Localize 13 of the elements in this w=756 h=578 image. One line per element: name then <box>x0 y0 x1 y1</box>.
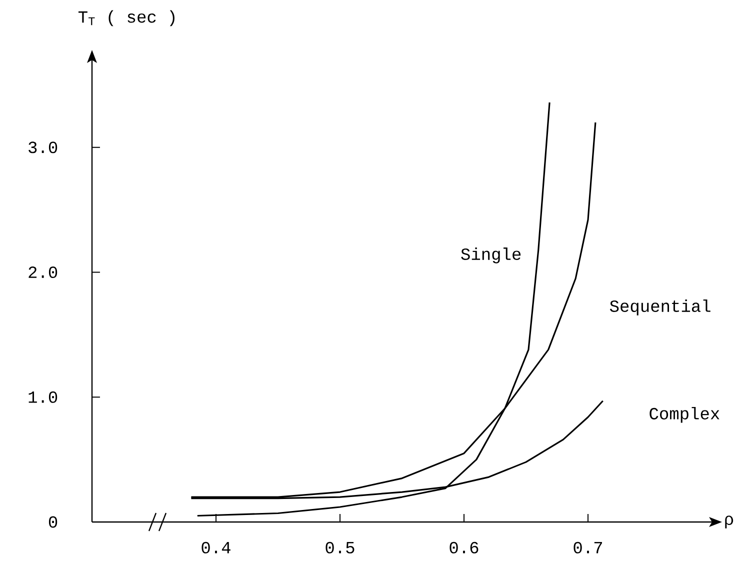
text: Complex <box>650 406 720 423</box>
y-tick-label: 0 <box>48 516 58 528</box>
x-tick-label: 0.5 <box>326 542 354 554</box>
y-tick-label: 3.0 <box>28 142 58 154</box>
series-label: Single <box>461 248 521 264</box>
y-tick-label: 1.0 <box>28 391 58 403</box>
y-axis-title: T$_{T}$ ( sec ) <box>78 10 174 26</box>
text: Sequential <box>610 300 710 316</box>
y-tick-label: 2.0 <box>28 266 58 278</box>
x-tick-label: 0.7 <box>574 542 602 554</box>
x-tick-label: 0.6 <box>450 542 478 554</box>
x-axis-title: ρ <box>725 516 734 528</box>
x-tick-label: 0.4 <box>202 542 230 554</box>
